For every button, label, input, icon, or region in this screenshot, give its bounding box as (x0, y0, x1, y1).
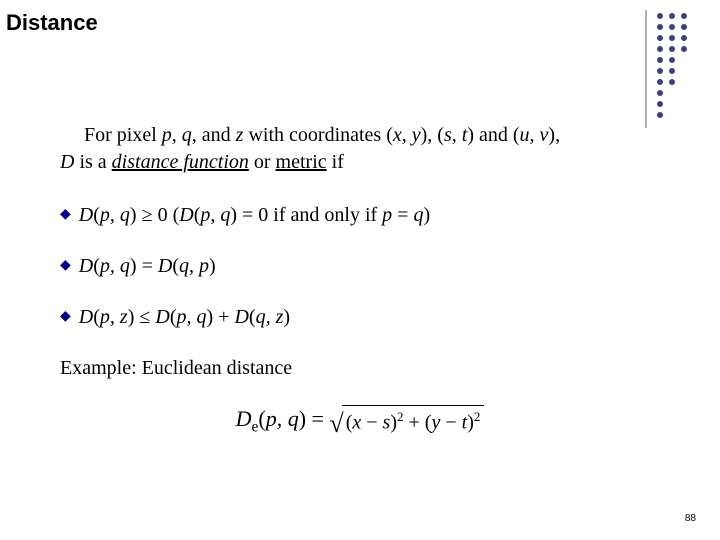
example-label: Example: Euclidean distance (60, 355, 660, 382)
corner-decoration (642, 10, 702, 130)
slide-content: For pixel p, q, and z with coordinates (… (0, 122, 720, 438)
page-number: 88 (685, 513, 696, 524)
slide-title: Distance (0, 0, 720, 36)
axiom-nonneg: ◆ D(p, q) ≥ 0 (D(p, q) = 0 if and only i… (60, 202, 660, 229)
bullet-icon: ◆ (60, 202, 71, 228)
bullet-icon: ◆ (60, 253, 71, 279)
axiom-triangle: ◆ D(p, z) ≤ D(p, q) + D(q, z) (60, 304, 660, 331)
intro-paragraph: For pixel p, q, and z with coordinates (… (60, 122, 660, 176)
axiom-symmetry: ◆ D(p, q) = D(q, p) (60, 253, 660, 280)
bullet-icon: ◆ (60, 304, 71, 330)
euclidean-formula: De(p, q) = √(x − s)2 + (y − t)2 (60, 404, 660, 438)
